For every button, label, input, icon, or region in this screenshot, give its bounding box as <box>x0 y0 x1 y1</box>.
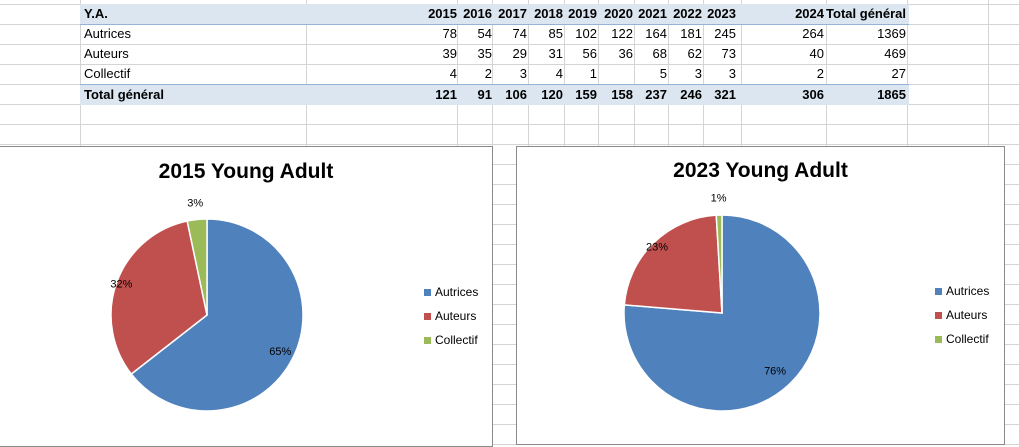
pie-slice-auteurs[interactable] <box>623 214 723 314</box>
year-header-cell[interactable]: 2023 <box>707 6 736 21</box>
value-cell[interactable]: 2 <box>816 66 824 81</box>
chart-title: 2015 Young Adult <box>158 160 334 183</box>
year-header-cell[interactable]: 2017 <box>498 6 527 21</box>
legend-swatch <box>424 289 431 296</box>
data-label-auteurs: 32% <box>110 279 132 291</box>
row-label[interactable]: Auteurs <box>84 46 129 61</box>
value-cell[interactable]: 264 <box>802 26 824 41</box>
value-cell[interactable]: 40 <box>809 46 824 61</box>
value-cell[interactable]: 4 <box>449 66 457 81</box>
value-cell[interactable]: 158 <box>611 87 633 102</box>
pivot-header-row[interactable]: Y.A. 2015 2016 2017 2018 2019 2020 2021 2022 2023… <box>80 4 909 25</box>
pie-slice-collectif[interactable] <box>715 214 723 314</box>
year-header-cell[interactable]: 2018 <box>534 6 563 21</box>
pivot-corner-label[interactable]: Y.A. <box>84 6 108 21</box>
value-cell[interactable]: 91 <box>477 87 492 102</box>
value-cell[interactable]: 306 <box>802 87 824 102</box>
value-cell[interactable]: 56 <box>582 46 597 61</box>
chart-title: 2023 Young Adult <box>673 159 848 182</box>
legend-label: Collectif <box>435 333 478 347</box>
value-cell[interactable]: 35 <box>477 46 492 61</box>
legend-label: Auteurs <box>946 308 988 322</box>
year-header-cell[interactable]: Total général <box>826 6 906 21</box>
value-cell[interactable]: 39 <box>442 46 457 61</box>
pie-plot-area: 65% 32% 3% <box>110 197 304 412</box>
value-cell[interactable]: 29 <box>512 46 527 61</box>
value-cell[interactable]: 3 <box>728 66 736 81</box>
value-cell[interactable]: 102 <box>575 26 597 41</box>
value-cell[interactable]: 246 <box>680 87 702 102</box>
year-header-cell[interactable]: 2022 <box>673 6 702 21</box>
data-label-collectif: 3% <box>187 197 203 209</box>
value-cell[interactable]: 469 <box>884 46 906 61</box>
legend-swatch <box>424 313 431 320</box>
legend-swatch <box>935 336 942 343</box>
legend-label: Autrices <box>435 285 479 299</box>
data-label-autrices: 76% <box>764 366 786 378</box>
value-cell[interactable]: 85 <box>548 26 563 41</box>
value-cell[interactable]: 1369 <box>877 26 906 41</box>
value-cell[interactable]: 4 <box>555 66 563 81</box>
value-cell[interactable]: 74 <box>512 26 527 41</box>
pie-slice-autrices[interactable] <box>130 218 304 412</box>
pie-slice-autrices[interactable] <box>623 214 821 412</box>
legend-label: Autrices <box>946 284 990 298</box>
year-header-cell[interactable]: 2015 <box>428 6 457 21</box>
pivot-row-auteurs[interactable]: Auteurs 39 35 29 31 56 36 68 62 73 40 469 <box>80 44 909 64</box>
legend-label: Collectif <box>946 332 989 346</box>
value-cell[interactable]: 245 <box>714 26 736 41</box>
value-cell[interactable]: 181 <box>680 26 702 41</box>
year-header-cell[interactable]: 2019 <box>568 6 597 21</box>
pivot-row-autrices[interactable]: Autrices 78 54 74 85 102 122 164 181 245 264 1369 <box>80 24 909 44</box>
value-cell[interactable]: 62 <box>687 46 702 61</box>
value-cell[interactable]: 5 <box>659 66 667 81</box>
value-cell[interactable]: 3 <box>519 66 527 81</box>
year-header-cell[interactable]: 2024 <box>795 6 824 21</box>
pie-slice-auteurs[interactable] <box>110 220 208 376</box>
value-cell[interactable]: 3 <box>694 66 702 81</box>
legend-label: Auteurs <box>435 309 477 323</box>
value-cell[interactable]: 159 <box>575 87 597 102</box>
value-cell[interactable]: 237 <box>645 87 667 102</box>
value-cell[interactable]: 68 <box>652 46 667 61</box>
pivot-total-row[interactable]: Total général 121 91 106 120 159 158 237 246 321 3… <box>80 84 909 105</box>
legend-swatch <box>935 288 942 295</box>
year-header-cell[interactable]: 2021 <box>638 6 667 21</box>
value-cell[interactable]: 120 <box>541 87 563 102</box>
value-cell[interactable]: 1865 <box>877 87 906 102</box>
value-cell[interactable]: 54 <box>477 26 492 41</box>
pie-chart-2015[interactable]: 2015 Young Adult 65% 32% 3% Autrices Auteur… <box>0 146 493 447</box>
value-cell[interactable]: 321 <box>714 87 736 102</box>
pie-chart-2023[interactable]: 2023 Young Adult 76% 23% 1% Autrices Auteur… <box>516 146 1005 445</box>
value-cell[interactable]: 121 <box>435 87 457 102</box>
legend-swatch <box>935 312 942 319</box>
value-cell[interactable]: 27 <box>891 66 906 81</box>
pie-slice-collectif[interactable] <box>186 218 208 316</box>
value-cell[interactable]: 122 <box>611 26 633 41</box>
data-label-autrices: 65% <box>269 346 291 358</box>
pivot-row-collectif[interactable]: Collectif 4 2 3 4 1 5 3 3 2 27 <box>80 64 909 84</box>
data-label-auteurs: 23% <box>646 241 668 253</box>
value-cell[interactable]: 1 <box>589 66 597 81</box>
value-cell[interactable]: 164 <box>645 26 667 41</box>
row-label[interactable]: Total général <box>84 87 164 102</box>
data-label-collectif: 1% <box>711 192 727 204</box>
row-label[interactable]: Autrices <box>84 26 131 41</box>
value-cell[interactable]: 31 <box>548 46 563 61</box>
value-cell[interactable]: 73 <box>721 46 736 61</box>
row-label[interactable]: Collectif <box>84 66 131 81</box>
year-header-cell[interactable]: 2020 <box>604 6 633 21</box>
legend-swatch <box>424 337 431 344</box>
year-header-cell[interactable]: 2016 <box>463 6 492 21</box>
value-cell[interactable]: 2 <box>484 66 492 81</box>
pie-plot-area: 76% 23% 1% <box>623 192 821 412</box>
value-cell[interactable]: 78 <box>442 26 457 41</box>
value-cell[interactable]: 36 <box>618 46 633 61</box>
value-cell[interactable]: 106 <box>505 87 527 102</box>
